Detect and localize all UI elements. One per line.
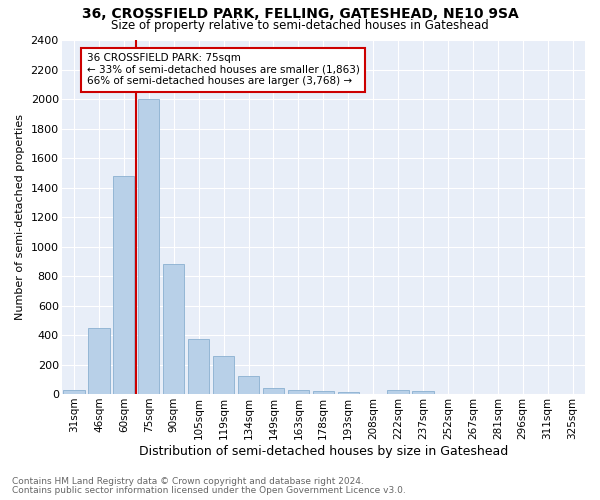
Text: Size of property relative to semi-detached houses in Gateshead: Size of property relative to semi-detach… bbox=[111, 19, 489, 32]
Bar bbox=[238, 376, 259, 394]
Bar bbox=[213, 356, 234, 394]
Bar bbox=[338, 392, 359, 394]
Bar bbox=[138, 99, 160, 394]
Bar bbox=[113, 176, 134, 394]
Text: 36 CROSSFIELD PARK: 75sqm
← 33% of semi-detached houses are smaller (1,863)
66% : 36 CROSSFIELD PARK: 75sqm ← 33% of semi-… bbox=[86, 54, 359, 86]
Text: Contains HM Land Registry data © Crown copyright and database right 2024.: Contains HM Land Registry data © Crown c… bbox=[12, 477, 364, 486]
Text: 36, CROSSFIELD PARK, FELLING, GATESHEAD, NE10 9SA: 36, CROSSFIELD PARK, FELLING, GATESHEAD,… bbox=[82, 8, 518, 22]
Bar bbox=[263, 388, 284, 394]
Bar bbox=[188, 338, 209, 394]
Bar bbox=[163, 264, 184, 394]
Bar bbox=[412, 391, 434, 394]
Bar bbox=[288, 390, 309, 394]
Text: Contains public sector information licensed under the Open Government Licence v3: Contains public sector information licen… bbox=[12, 486, 406, 495]
Y-axis label: Number of semi-detached properties: Number of semi-detached properties bbox=[15, 114, 25, 320]
Bar bbox=[313, 391, 334, 394]
Bar bbox=[388, 390, 409, 394]
Bar bbox=[64, 390, 85, 394]
X-axis label: Distribution of semi-detached houses by size in Gateshead: Distribution of semi-detached houses by … bbox=[139, 444, 508, 458]
Bar bbox=[88, 328, 110, 394]
